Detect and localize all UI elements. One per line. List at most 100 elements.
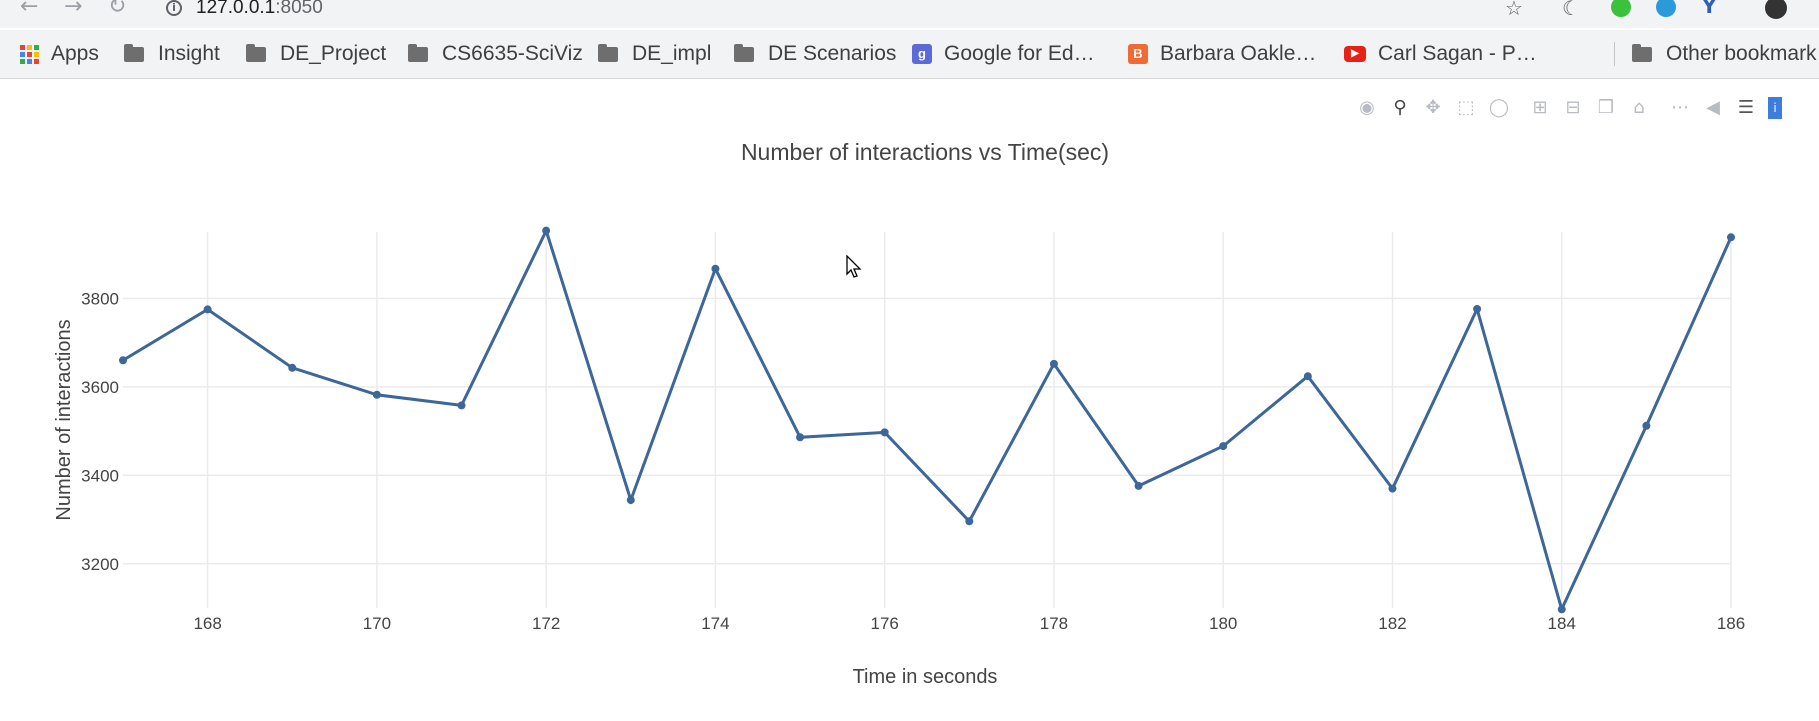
hover-closest-icon[interactable]: ◀ bbox=[1706, 97, 1720, 118]
y-axis-ticks: 3200 3400 3600 3800 bbox=[81, 289, 119, 573]
bookmark-barbara-oakley[interactable]: B Barbara Oakle… bbox=[1128, 40, 1316, 68]
x-tick-label: 180 bbox=[1209, 614, 1237, 633]
apps-grid-icon bbox=[20, 44, 39, 64]
bookmark-label: Apps bbox=[51, 42, 99, 65]
x-axis-label: Time in seconds bbox=[853, 666, 998, 688]
bookmark-insight[interactable]: Insight bbox=[124, 40, 220, 68]
folder-icon bbox=[734, 43, 754, 62]
bookmark-cs6635-sciviz[interactable]: CS6635-SciViz bbox=[408, 40, 583, 68]
data-point[interactable] bbox=[1557, 605, 1566, 614]
data-point[interactable] bbox=[965, 517, 974, 526]
bookmark-de-project[interactable]: DE_Project bbox=[246, 40, 386, 68]
x-tick-label: 168 bbox=[193, 614, 221, 633]
x-axis-ticks: 168 170 172 174 176 178 180 182 184 186 bbox=[193, 614, 1745, 633]
data-point[interactable] bbox=[119, 356, 127, 365]
series-line bbox=[122, 226, 1733, 614]
folder-icon bbox=[124, 43, 144, 62]
data-point[interactable] bbox=[711, 264, 720, 273]
reset-axes-home-icon[interactable]: ⌂ bbox=[1633, 97, 1645, 118]
bookmark-label: Carl Sagan - P… bbox=[1378, 42, 1537, 65]
folder-icon bbox=[598, 43, 618, 62]
data-point[interactable] bbox=[1049, 359, 1058, 368]
data-point[interactable] bbox=[203, 305, 212, 314]
extension-green-icon[interactable] bbox=[1611, 0, 1631, 17]
bookmark-label: DE_Project bbox=[280, 42, 387, 65]
autoscale-icon[interactable]: ❒ bbox=[1597, 97, 1615, 118]
extension-y-icon[interactable]: Y bbox=[1702, 0, 1717, 18]
hover-compare-icon[interactable]: ☰ bbox=[1737, 97, 1755, 118]
plotly-logo-icon[interactable]: i bbox=[1768, 97, 1782, 119]
url-host: 127.0.0.1 bbox=[196, 0, 276, 18]
lasso-select-icon[interactable]: ◯ bbox=[1488, 97, 1510, 118]
data-point[interactable] bbox=[372, 390, 381, 399]
data-point[interactable] bbox=[1473, 304, 1482, 313]
x-tick-label: 176 bbox=[870, 614, 898, 633]
x-tick-label: 186 bbox=[1717, 614, 1745, 633]
dark-mode-moon-icon[interactable]: ☾ bbox=[1562, 0, 1580, 20]
bookmark-label: Barbara Oakle… bbox=[1160, 42, 1317, 65]
pan-icon[interactable]: ✥ bbox=[1425, 97, 1441, 118]
address-bar[interactable]: 127.0.0.1:8050 bbox=[196, 0, 323, 19]
y-tick-label: 3400 bbox=[81, 466, 119, 485]
data-point[interactable] bbox=[626, 496, 635, 505]
y-tick-label: 3800 bbox=[81, 289, 119, 308]
bookmark-google-for-education[interactable]: g Google for Ed… bbox=[912, 40, 1095, 68]
bookmark-label: CS6635-SciViz bbox=[442, 42, 583, 65]
extension-eye-icon[interactable] bbox=[1656, 0, 1676, 17]
data-point[interactable] bbox=[796, 433, 805, 442]
data-point[interactable] bbox=[1388, 484, 1397, 493]
data-point[interactable] bbox=[1134, 481, 1143, 490]
x-tick-label: 178 bbox=[1040, 614, 1068, 633]
data-point[interactable] bbox=[542, 226, 551, 235]
youtube-icon: ▶ bbox=[1344, 46, 1366, 62]
bookmark-de-impl[interactable]: DE_impl bbox=[598, 40, 711, 68]
mouse-cursor-icon bbox=[846, 255, 862, 278]
site-info-icon[interactable]: i bbox=[166, 0, 182, 16]
camera-icon[interactable]: ◉ bbox=[1359, 97, 1375, 118]
y-axis-label: Number of interactions bbox=[53, 319, 75, 520]
grid-lines bbox=[123, 232, 1732, 608]
google-edu-icon: g bbox=[912, 44, 932, 64]
reload-icon[interactable]: ↻ bbox=[108, 0, 127, 19]
y-tick-label: 3200 bbox=[81, 555, 119, 574]
bookmark-de-scenarios[interactable]: DE Scenarios bbox=[734, 40, 896, 68]
data-point[interactable] bbox=[1219, 442, 1228, 451]
blogger-icon: B bbox=[1128, 44, 1148, 64]
data-point[interactable] bbox=[288, 363, 297, 372]
x-tick-label: 174 bbox=[701, 614, 729, 633]
bookmark-label: DE_impl bbox=[632, 42, 712, 65]
data-point[interactable] bbox=[1642, 421, 1651, 430]
folder-icon bbox=[1632, 43, 1652, 62]
zoom-out-icon[interactable]: ⊟ bbox=[1565, 97, 1581, 118]
y-tick-label: 3600 bbox=[81, 378, 119, 397]
profile-avatar-icon[interactable] bbox=[1765, 0, 1787, 19]
data-points bbox=[119, 226, 1735, 614]
x-tick-label: 172 bbox=[532, 614, 560, 633]
bookmark-other-bookmarks[interactable]: Other bookmark bbox=[1632, 40, 1817, 68]
x-tick-label: 182 bbox=[1378, 614, 1406, 633]
x-tick-label: 170 bbox=[363, 614, 391, 633]
bookmark-label: Insight bbox=[158, 42, 220, 65]
bookmark-divider bbox=[1614, 42, 1615, 66]
spike-lines-icon[interactable]: ⋯ bbox=[1671, 97, 1689, 118]
zoom-icon[interactable]: ⚲ bbox=[1393, 97, 1407, 118]
star-bookmark-icon[interactable]: ☆ bbox=[1505, 0, 1523, 20]
folder-icon bbox=[408, 43, 428, 62]
box-select-icon[interactable]: ⬚ bbox=[1457, 97, 1475, 118]
data-point[interactable] bbox=[880, 428, 889, 437]
bookmark-label: Other bookmark bbox=[1666, 42, 1817, 65]
folder-icon bbox=[246, 43, 266, 62]
browser-toolbar: ← → ↻ i 127.0.0.1:8050 ☆ ☾ Y bbox=[0, 0, 1819, 28]
data-point[interactable] bbox=[1303, 372, 1312, 381]
plot-modebar: ◉ ⚲ ✥ ⬚ ◯ ⊞ ⊟ ❒ ⌂ ⋯ ◀ ☰ i bbox=[1356, 97, 1793, 121]
url-port: :8050 bbox=[275, 0, 323, 18]
data-point[interactable] bbox=[1727, 233, 1735, 242]
forward-arrow-icon[interactable]: → bbox=[64, 0, 83, 19]
data-point[interactable] bbox=[457, 401, 466, 410]
back-arrow-icon[interactable]: ← bbox=[20, 0, 39, 19]
x-tick-label: 184 bbox=[1548, 614, 1576, 633]
zoom-in-icon[interactable]: ⊞ bbox=[1532, 97, 1548, 118]
bookmark-apps[interactable]: Apps bbox=[20, 40, 99, 68]
bookmark-carl-sagan[interactable]: ▶ Carl Sagan - P… bbox=[1344, 40, 1537, 68]
